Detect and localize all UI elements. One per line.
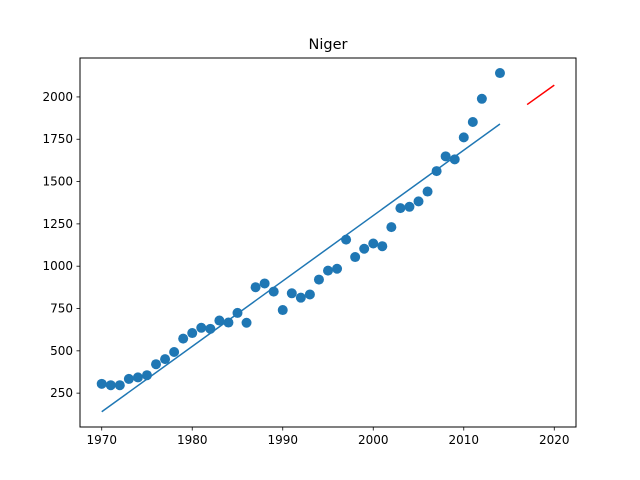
x-tick-label-1970: 1970 <box>86 433 117 447</box>
data-point-1992 <box>295 292 306 303</box>
data-point-1993 <box>304 289 315 300</box>
data-point-1972 <box>114 380 125 391</box>
data-point-1976 <box>151 359 162 370</box>
y-axis: 250 500 750 1000 1250 1500 1750 2000 <box>42 90 80 400</box>
data-point-2009 <box>449 154 460 165</box>
data-point-1982 <box>205 323 216 334</box>
data-point-2005 <box>413 196 424 207</box>
y-tick-label-750: 750 <box>50 302 73 316</box>
x-tick-label-2020: 2020 <box>539 433 570 447</box>
x-tick-label-1990: 1990 <box>267 433 298 447</box>
data-point-1990 <box>277 305 288 316</box>
y-tick-label-500: 500 <box>50 344 73 358</box>
data-point-1991 <box>286 288 297 299</box>
data-point-1986 <box>241 317 252 328</box>
data-point-1984 <box>223 317 234 328</box>
data-point-1974 <box>132 372 143 383</box>
x-tick-label-2000: 2000 <box>358 433 389 447</box>
data-point-2012 <box>476 93 487 104</box>
y-tick-label-250: 250 <box>50 386 73 400</box>
data-point-1999 <box>359 243 370 254</box>
data-point-1983 <box>214 315 225 326</box>
data-point-1988 <box>259 278 270 289</box>
data-point-1987 <box>250 282 261 293</box>
data-point-1980 <box>187 328 198 339</box>
y-tick-label-1250: 1250 <box>42 217 73 231</box>
data-point-2006 <box>422 186 433 197</box>
x-axis: 1970 1980 1990 2000 2010 2020 <box>86 427 570 447</box>
x-tick-label-1980: 1980 <box>177 433 208 447</box>
plot-area <box>96 68 555 413</box>
data-point-1995 <box>323 265 333 276</box>
data-point-1998 <box>350 252 361 263</box>
y-tick-label-1750: 1750 <box>42 132 73 146</box>
data-point-1981 <box>196 322 207 333</box>
plot-frame <box>79 57 577 428</box>
data-point-1973 <box>123 373 134 384</box>
data-point-1977 <box>160 354 171 365</box>
data-point-2002 <box>386 222 397 233</box>
data-point-1971 <box>105 380 116 391</box>
y-tick-label-1500: 1500 <box>42 175 73 189</box>
data-point-2003 <box>395 203 406 214</box>
data-point-2010 <box>458 132 469 143</box>
data-point-2000 <box>368 238 379 249</box>
data-point-1994 <box>313 274 324 285</box>
trend-line <box>101 123 501 413</box>
y-tick-label-1000: 1000 <box>42 259 73 273</box>
projection-line <box>526 84 555 106</box>
data-point-1970 <box>96 378 107 389</box>
y-tick-label-2000: 2000 <box>42 90 73 104</box>
data-point-2004 <box>404 201 415 212</box>
data-point-2001 <box>377 241 388 252</box>
data-point-1979 <box>178 333 189 344</box>
chart-title: Niger <box>309 37 348 53</box>
data-point-1978 <box>169 347 180 358</box>
data-point-1996 <box>332 263 343 274</box>
data-point-1997 <box>341 234 352 245</box>
x-tick-label-2010: 2010 <box>448 433 479 447</box>
data-point-2008 <box>440 151 451 162</box>
data-point-2014 <box>494 68 505 79</box>
data-point-2011 <box>467 116 478 127</box>
